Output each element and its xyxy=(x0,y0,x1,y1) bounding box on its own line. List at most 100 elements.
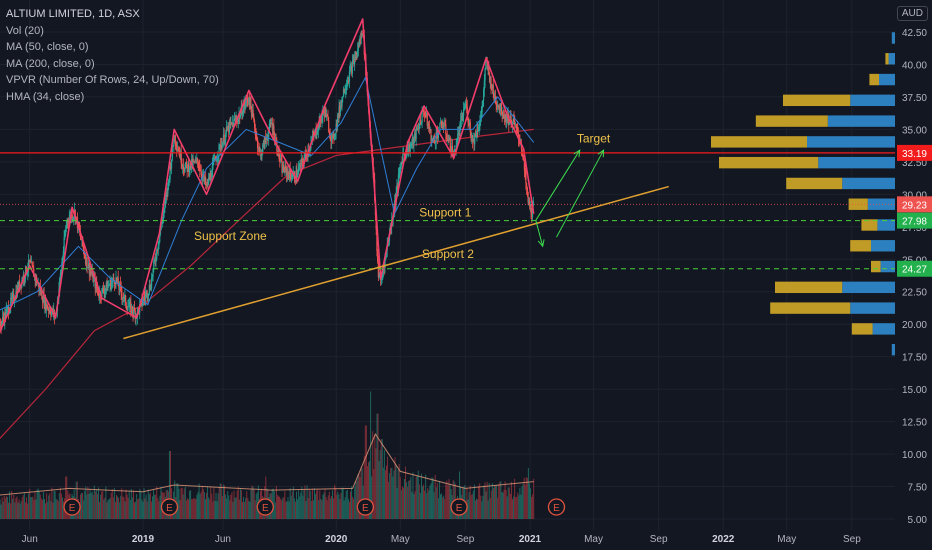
projection-arrow-head xyxy=(537,239,545,248)
volume-bar xyxy=(299,496,301,519)
volume-bar xyxy=(135,501,137,519)
volume-profile-up-bar xyxy=(807,136,895,148)
volume-bar xyxy=(49,493,51,519)
candle-body xyxy=(279,158,282,161)
candle-body xyxy=(342,88,345,97)
candle-body xyxy=(105,288,107,291)
legend-vpvr[interactable]: VPVR (Number Of Rows, 24, Up/Down, 70) xyxy=(6,74,219,86)
candle-body xyxy=(489,77,491,83)
candle-body xyxy=(197,162,199,167)
candle-body xyxy=(234,118,236,120)
candle-body xyxy=(222,134,225,143)
candle-body xyxy=(188,169,190,173)
candle-body xyxy=(13,293,15,301)
earnings-marker[interactable] xyxy=(160,498,179,516)
price-label-badge[interactable] xyxy=(897,144,932,161)
legend-vol[interactable]: Vol (20) xyxy=(6,24,44,37)
earnings-marker[interactable] xyxy=(63,498,81,516)
volume-bar xyxy=(287,497,289,519)
candle-body xyxy=(282,165,284,173)
candle-body xyxy=(343,88,345,93)
volume-bar xyxy=(146,501,148,519)
annotation-target[interactable]: Target xyxy=(577,131,611,145)
annotation-support-1[interactable]: Support 1 xyxy=(419,205,471,219)
candle-body xyxy=(348,80,350,82)
candle-body xyxy=(212,161,214,166)
volume-bar xyxy=(521,486,523,519)
candle-body xyxy=(208,177,210,180)
candle-body xyxy=(469,122,471,133)
earnings-marker-label: E xyxy=(456,503,463,514)
candle-body xyxy=(325,114,328,118)
projection-arrow-line[interactable] xyxy=(556,149,605,238)
projection-arrow-line[interactable] xyxy=(535,149,581,221)
price-label-badge[interactable] xyxy=(897,196,932,213)
currency-badge[interactable]: AUD xyxy=(896,6,928,21)
candle-body xyxy=(128,302,130,307)
volume-bar xyxy=(317,489,319,519)
earnings-marker[interactable] xyxy=(356,498,375,516)
earnings-marker[interactable] xyxy=(547,498,566,516)
volume-bar xyxy=(327,495,329,519)
volume-bar xyxy=(117,496,119,519)
candle-body xyxy=(206,181,208,186)
candle-body xyxy=(396,185,398,193)
candle-body xyxy=(101,288,103,298)
candle-body xyxy=(382,267,385,272)
candle-body xyxy=(380,279,382,281)
candle-body xyxy=(491,84,494,90)
volume-bar xyxy=(11,490,13,519)
candle-body xyxy=(362,34,364,36)
candle-body xyxy=(112,277,114,281)
candle-body xyxy=(264,137,266,148)
volume-bar xyxy=(424,490,426,519)
candle-body xyxy=(451,145,453,152)
volume-bar xyxy=(442,497,444,519)
volume-bar xyxy=(83,500,85,519)
volume-bar xyxy=(431,477,433,519)
volume-bar xyxy=(182,494,184,519)
volume-bar xyxy=(116,495,117,519)
candle-body xyxy=(403,153,405,156)
candle-body xyxy=(223,134,225,144)
candle-body xyxy=(434,139,436,143)
price-label-badge[interactable] xyxy=(897,212,932,229)
volume-bar xyxy=(248,500,250,519)
legend-ma50[interactable]: MA (50, close, 0) xyxy=(6,41,89,53)
annotation-support-2[interactable]: Support 2 xyxy=(422,247,474,261)
projection-arrow-line[interactable] xyxy=(535,220,544,247)
annotation-support-zone[interactable]: Support Zone xyxy=(194,229,267,243)
support-trendline[interactable] xyxy=(123,185,669,340)
legend-title[interactable]: ALTIUM LIMITED, 1D, ASX xyxy=(6,8,140,20)
candle-body xyxy=(414,132,416,137)
candle-body xyxy=(248,99,251,105)
volume-bar xyxy=(398,464,400,519)
candle-body xyxy=(170,159,173,169)
candle-body xyxy=(207,181,209,185)
candle-body xyxy=(130,306,133,313)
candle-body xyxy=(498,106,500,108)
price-label-badge[interactable] xyxy=(897,260,932,277)
candle-body xyxy=(216,158,219,160)
candle-body xyxy=(322,110,325,113)
volume-bar xyxy=(459,471,461,519)
legend-ma200[interactable]: MA (200, close, 0) xyxy=(6,57,95,70)
legend-hma[interactable]: HMA (34, close) xyxy=(6,90,85,103)
volume-bar xyxy=(44,498,45,519)
candle-body xyxy=(377,262,379,278)
volume-bar xyxy=(102,491,104,519)
volume-bar xyxy=(528,483,530,519)
candle-body xyxy=(108,285,110,286)
candle-body xyxy=(246,98,248,100)
volume-bar xyxy=(99,502,101,519)
earnings-marker[interactable] xyxy=(450,498,468,516)
candle-body xyxy=(144,298,146,299)
earnings-marker[interactable] xyxy=(256,498,274,516)
candle-body xyxy=(268,130,270,139)
volume-bar xyxy=(399,477,401,519)
volume-bar xyxy=(253,489,255,519)
candle-body xyxy=(378,276,380,278)
candle-body xyxy=(440,122,442,123)
candle-body xyxy=(5,309,7,317)
